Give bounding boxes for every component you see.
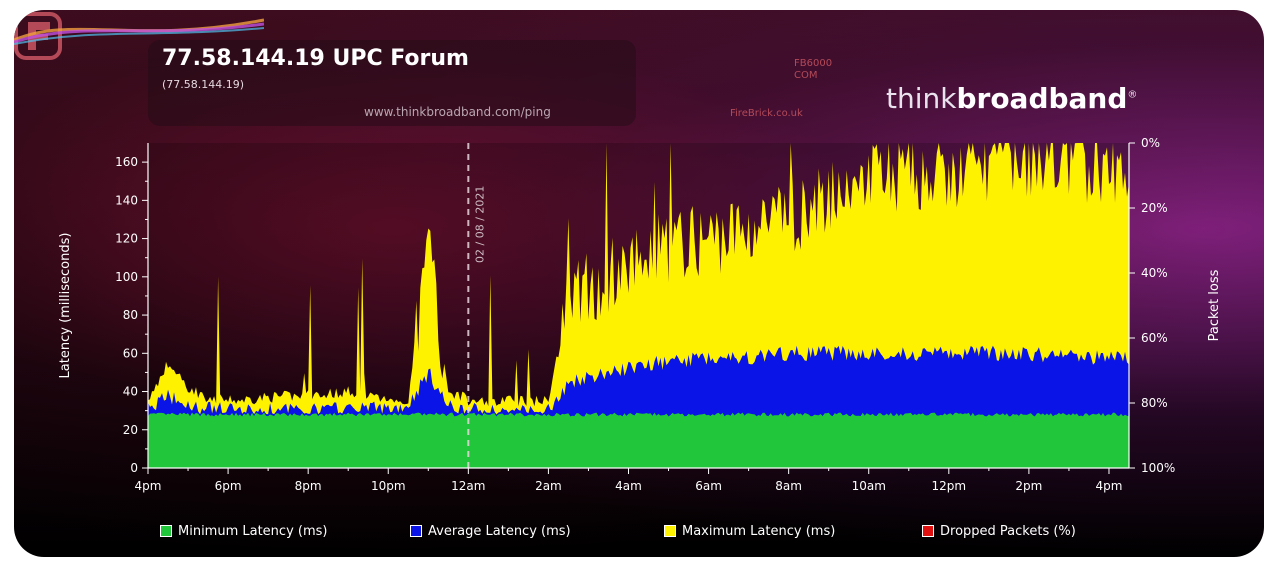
y2-tick-label: 80% — [1141, 396, 1168, 410]
x-tick-label: 8pm — [295, 479, 322, 493]
y-axis-title: Latency (milliseconds) — [58, 233, 73, 379]
y2-tick-label: 60% — [1141, 331, 1168, 345]
x-tick-label: 2am — [535, 479, 562, 493]
source-url: www.thinkbroadband.com/ping — [364, 105, 551, 119]
y-tick-label: 20 — [123, 423, 138, 437]
tbb-bold: broadband — [956, 82, 1128, 115]
legend-swatch-max — [664, 525, 676, 537]
legend-item-avg: Average Latency (ms) — [410, 520, 571, 542]
x-tick-label: 2pm — [1015, 479, 1042, 493]
legend-item-dropped: Dropped Packets (%) — [922, 520, 1076, 542]
legend-item-min: Minimum Latency (ms) — [160, 520, 327, 542]
y2-tick-label: 100% — [1141, 461, 1175, 475]
y-tick-label: 60 — [123, 346, 138, 360]
x-tick-label: 10am — [852, 479, 886, 493]
series-min-latency-area — [148, 412, 1129, 468]
y-tick-label: 0 — [130, 461, 138, 475]
date-marker-label: 02 / 08 / 2021 — [473, 186, 486, 263]
x-tick-label: 12am — [451, 479, 485, 493]
y-tick-label: 140 — [115, 193, 138, 207]
y2-tick-label: 40% — [1141, 266, 1168, 280]
y-tick-label: 40 — [123, 385, 138, 399]
x-tick-label: 4pm — [135, 479, 162, 493]
chart-title: 77.58.144.19 UPC Forum — [162, 46, 469, 71]
legend-label-avg: Average Latency (ms) — [428, 523, 571, 539]
x-tick-label: 12pm — [932, 479, 967, 493]
legend-label-dropped: Dropped Packets (%) — [940, 523, 1076, 539]
tbb-light: think — [886, 82, 957, 115]
chart-subtitle: (77.58.144.19) — [162, 78, 245, 91]
y-tick-label: 120 — [115, 232, 138, 246]
x-tick-label: 8am — [775, 479, 802, 493]
y2-axis-title: Packet loss — [1207, 269, 1222, 341]
thinkbroadband-logo: thinkbroadband® — [886, 82, 1137, 115]
y2-tick-label: 20% — [1141, 201, 1168, 215]
tbb-mark: ® — [1127, 89, 1138, 101]
legend-item-max: Maximum Latency (ms) — [664, 520, 835, 542]
legend-swatch-dropped — [922, 525, 934, 537]
legend-label-max: Maximum Latency (ms) — [682, 523, 836, 539]
y-tick-label: 80 — [123, 308, 138, 322]
y-tick-label: 160 — [115, 155, 138, 169]
header-box — [148, 40, 636, 126]
y2-tick-label: 0% — [1141, 136, 1160, 150]
firebrick-code: FB6000 COM — [794, 58, 833, 81]
y-tick-label: 100 — [115, 270, 138, 284]
legend-swatch-min — [160, 525, 172, 537]
legend-label-min: Minimum Latency (ms) — [178, 523, 328, 539]
latency-chart: 02 / 08 / 2021 0 20 40 60 80 100 120 140 160 0% 20%… — [58, 136, 1222, 493]
x-tick-label: 10pm — [371, 479, 406, 493]
x-tick-label: 4pm — [1096, 479, 1123, 493]
thinkbroadband-wave-icon — [14, 18, 264, 45]
x-tick-label: 6pm — [215, 479, 242, 493]
x-tick-label: 4am — [615, 479, 642, 493]
firebrick-site: FireBrick.co.uk — [730, 108, 803, 119]
legend-swatch-avg — [410, 525, 422, 537]
chart-panel: 02 / 08 / 2021 0 20 40 60 80 100 120 140 160 0% 20%… — [14, 10, 1264, 557]
x-tick-label: 6am — [695, 479, 722, 493]
